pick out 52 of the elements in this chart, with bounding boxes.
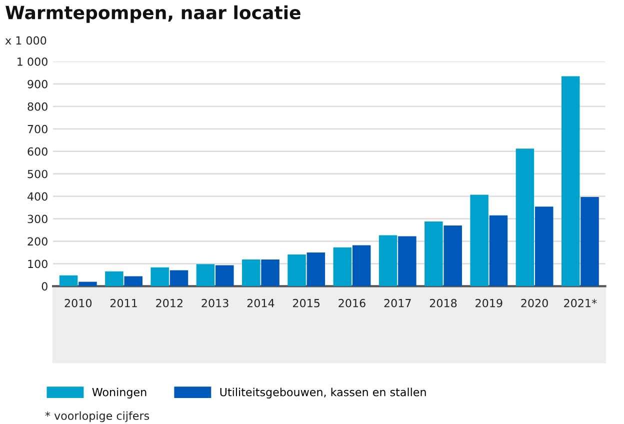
bar [78,282,97,286]
bar [288,254,306,286]
x-tick-label: 2012 [156,298,182,308]
x-tick-label: 2011 [110,298,137,308]
bar [170,270,188,286]
bar [580,196,599,286]
x-tick-label: 2020 [521,298,548,308]
bar [470,194,488,286]
bar [242,259,260,286]
legend-label: Woningen [92,388,146,398]
bar [333,247,352,286]
y-tick-label: 0 [42,282,48,291]
bar [124,276,142,286]
y-tick-label: 300 [28,214,48,224]
x-tick-label: 2013 [202,298,228,308]
x-tick-label: 2021* [564,298,597,308]
y-tick-label: 700 [28,124,48,134]
x-tick-label: 2015 [293,298,320,308]
x-tick-label: 2017 [384,298,411,308]
y-tick-label: 200 [28,237,48,246]
x-tick-label: 2014 [247,298,274,308]
text: * voorlopige cijfers [45,411,150,422]
bar [59,275,78,286]
y-axis-title: x 1 000 [5,36,46,45]
chart-title: Warmtepompen, naar locatie [6,5,300,23]
y-tick-label: 800 [28,102,48,111]
bar [306,252,326,286]
bar [378,235,398,286]
x-tick-label: 2010 [64,298,92,308]
bar [216,265,234,286]
y-tick-label: 600 [28,147,48,156]
y-tick-label: 400 [28,192,48,201]
legend-label: Utiliteitsgebouwen, kassen en stallen [220,388,426,398]
bar [352,245,371,286]
bar [534,206,554,286]
x-tick-label: 2018 [430,298,457,308]
x-tick-label: 2019 [476,298,502,308]
bar [444,226,462,286]
x-tick-label: 2016 [338,298,366,308]
bar [516,148,534,286]
bar [398,236,416,286]
y-tick-label: 500 [28,170,48,178]
bar [105,271,124,286]
bar [261,259,280,286]
bar [150,267,169,286]
bar [424,221,443,286]
y-tick-label: 1 000 [18,57,48,66]
bar [489,215,508,286]
bar [561,76,580,286]
bar [196,264,215,286]
y-tick-label: 100 [28,260,48,268]
y-tick-label: 900 [28,80,48,88]
